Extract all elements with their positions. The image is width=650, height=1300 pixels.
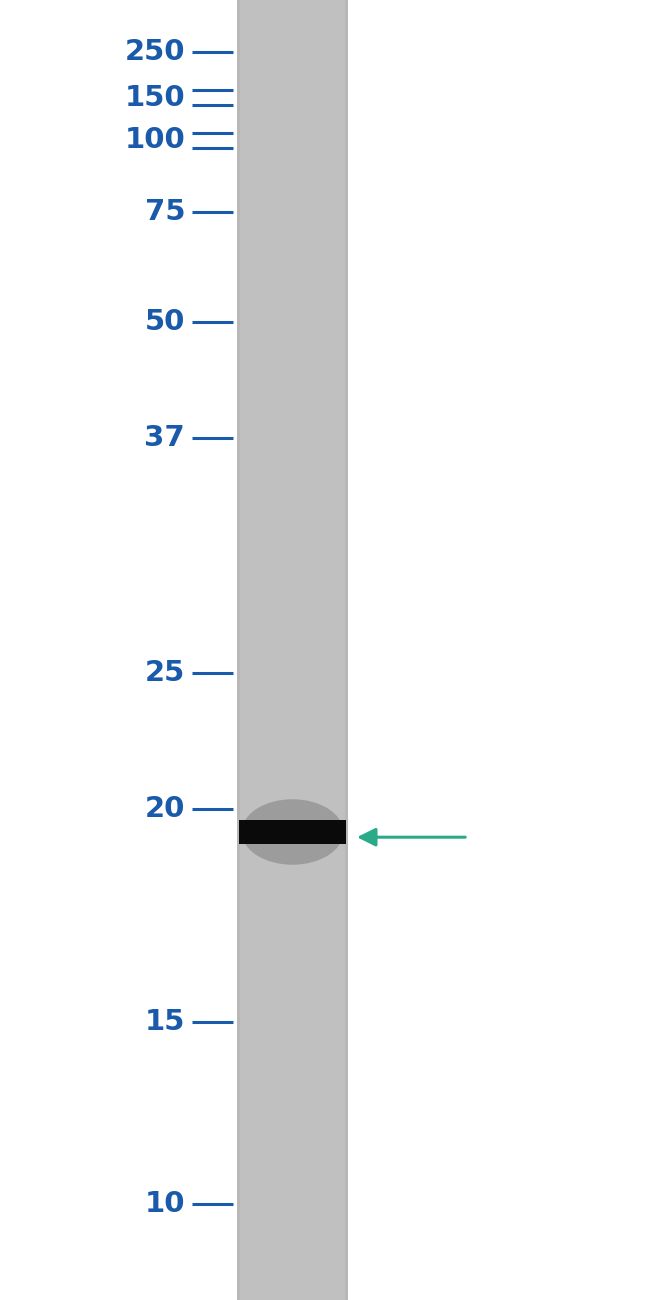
Bar [239, 820, 346, 844]
Text: 75: 75 [145, 198, 185, 226]
Text: 20: 20 [145, 794, 185, 823]
Bar [237, 0, 348, 1300]
Text: 50: 50 [145, 308, 185, 337]
Text: 10: 10 [145, 1190, 185, 1218]
Text: 100: 100 [125, 126, 185, 155]
Text: 250: 250 [125, 38, 185, 66]
Bar [237, 0, 240, 1300]
Ellipse shape [242, 800, 343, 864]
Text: 15: 15 [145, 1008, 185, 1036]
Text: 37: 37 [144, 424, 185, 452]
Text: 150: 150 [125, 83, 185, 112]
Text: 25: 25 [145, 659, 185, 688]
Bar [345, 0, 348, 1300]
